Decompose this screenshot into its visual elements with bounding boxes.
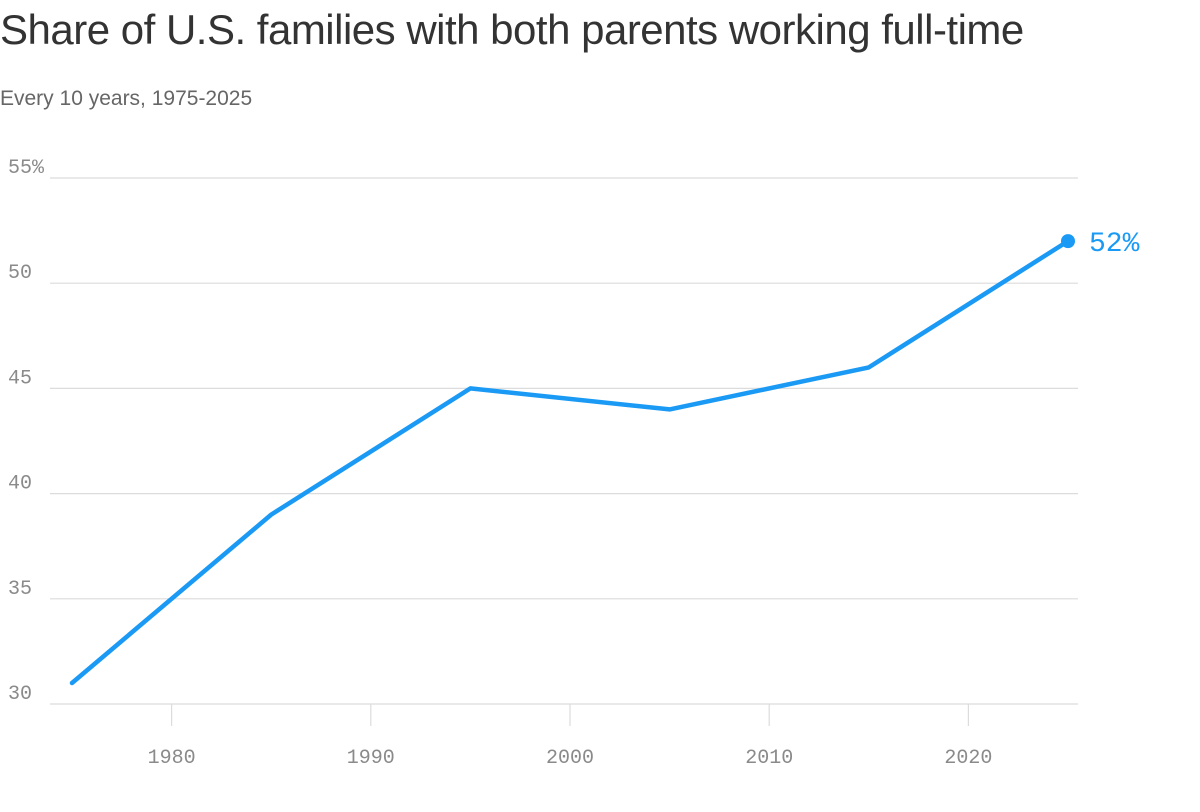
x-tick-label: 2010: [745, 747, 793, 770]
y-tick-label: 50: [8, 262, 32, 285]
x-axis: 1980 1990 2000 2010 2020: [148, 704, 992, 770]
end-point-marker: [1061, 234, 1075, 249]
chart-title: Share of U.S. families with both parents…: [0, 6, 1024, 53]
y-tick-label: 35: [8, 578, 32, 601]
end-point-label: 52%: [1089, 229, 1140, 260]
x-tick-label: 1980: [148, 747, 196, 770]
grid-lines: [50, 177, 1078, 705]
y-tick-label: 40: [8, 473, 32, 496]
y-tick-label: 30: [8, 683, 32, 706]
y-tick-label: 55%: [8, 157, 45, 180]
series-layer: [69, 238, 1071, 686]
x-tick-label: 2020: [944, 747, 992, 770]
chart-subtitle: Every 10 years, 1975-2025: [0, 87, 253, 110]
annotation-layer: 52%: [1061, 229, 1140, 260]
series-line: [69, 238, 1071, 686]
x-tick-label: 2000: [546, 747, 594, 770]
y-axis: 30 35 40 45 50 55%: [8, 157, 45, 706]
y-tick-label: 45: [8, 367, 32, 390]
x-tick-label: 1990: [347, 747, 395, 770]
